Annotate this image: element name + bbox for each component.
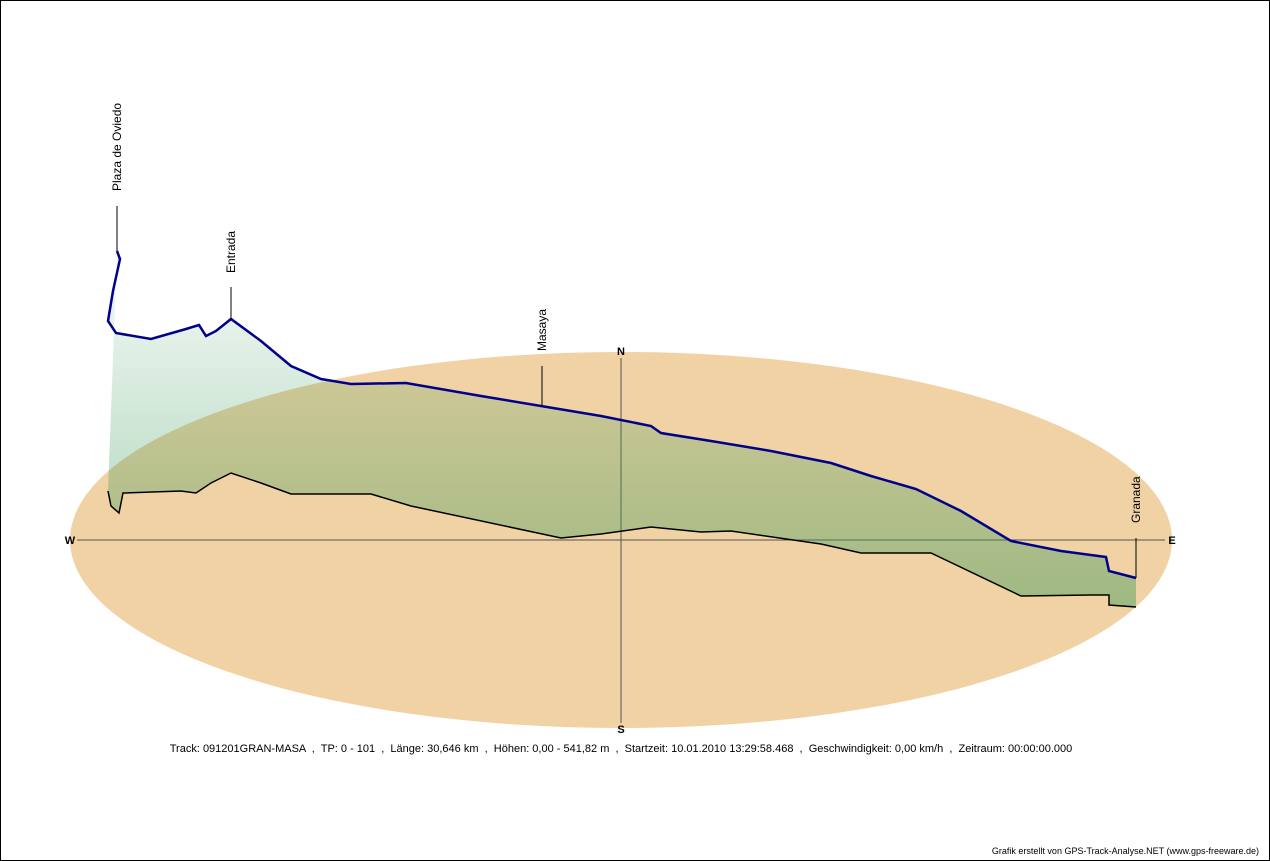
waypoint-label: Entrada (224, 231, 238, 273)
track-info-line: Track: 091201GRAN-MASA , TP: 0 - 101 , L… (169, 743, 1073, 755)
waypoint-label: Masaya (535, 309, 549, 351)
waypoint-label: Plaza de Oviedo (110, 103, 124, 191)
compass-north: N (617, 346, 625, 358)
compass-south: S (617, 724, 624, 736)
elevation-track-line (106, 250, 1137, 580)
credit-text: Grafik erstellt von GPS-Track-Analyse.NE… (991, 846, 1259, 856)
ground-track-line (107, 472, 1137, 608)
waypoint-label: Granada (1129, 476, 1143, 523)
compass-east: E (1168, 535, 1175, 547)
elevation-curtain (108, 251, 1136, 607)
compass-west: W (65, 535, 76, 547)
